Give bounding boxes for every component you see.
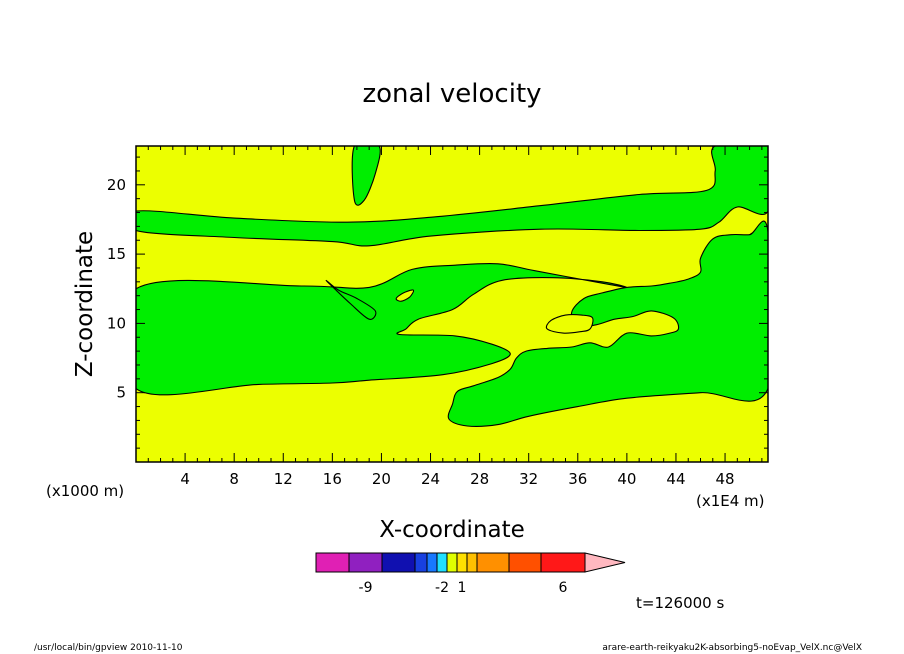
contour-region-negative-1 (136, 146, 768, 247)
y-tick-label: 15 (107, 245, 126, 263)
time-label: t=126000 s (636, 594, 724, 612)
y-axis-label: Z-coordinate (72, 231, 98, 377)
y-unit-note: (x1000 m) (46, 482, 124, 500)
contour-region-negative-3 (136, 262, 628, 396)
x-tick-label: 32 (519, 470, 538, 488)
contour-region-negative-4 (325, 279, 377, 320)
colorbar-swatch (456, 552, 468, 573)
x-tick-label: 36 (568, 470, 587, 488)
colorbar-swatch (348, 552, 383, 573)
contour-region-negative-5 (447, 220, 768, 427)
colorbar-tick-label: -2 (435, 580, 449, 596)
x-tick-label: 4 (180, 470, 190, 488)
x-tick-label: 24 (421, 470, 440, 488)
x-axis: 4 8 12 16 20 24 28 32 36 40 44 48 (147, 146, 763, 488)
colorbar-swatch (315, 552, 350, 573)
y-axis: 5 10 15 20 (107, 156, 768, 449)
colorbar-tick-label: -9 (359, 580, 373, 596)
colorbar-swatch (414, 552, 428, 573)
colorbar-tick-label: 1 (458, 580, 467, 596)
contour-region-positive-7 (395, 289, 415, 302)
x-tick-label: 44 (666, 470, 685, 488)
colorbar: -9 -2 1 6 (315, 552, 626, 596)
contour-region-positive-6 (545, 314, 594, 334)
x-tick-label: 48 (716, 470, 735, 488)
x-tick-label: 16 (323, 470, 342, 488)
contour-region-negative-0 (351, 146, 381, 206)
colorbar-swatch (476, 552, 510, 573)
x-axis-label: X-coordinate (379, 517, 525, 543)
x-tick-label: 28 (470, 470, 489, 488)
x-tick-label: 12 (274, 470, 293, 488)
y-tick-label: 10 (107, 314, 126, 332)
x-tick-label: 20 (372, 470, 391, 488)
colorbar-swatch (436, 552, 448, 573)
footer-left: /usr/local/bin/gpview 2010-11-10 (34, 643, 183, 653)
y-tick-label: 20 (107, 176, 126, 194)
footer-right: arare-earth-reikyaku2K-absorbing5-noEvap… (602, 643, 862, 653)
x-unit-note: (x1E4 m) (696, 492, 765, 510)
colorbar-swatch (540, 552, 586, 573)
colorbar-swatch (508, 552, 542, 573)
x-tick-label: 8 (229, 470, 239, 488)
colorbar-swatch (381, 552, 416, 573)
colorbar-swatch (426, 552, 438, 573)
colorbar-tick-label: 6 (559, 580, 568, 596)
colorbar-swatch (466, 552, 478, 573)
y-tick-label: 5 (116, 384, 126, 402)
chart-title: zonal velocity (362, 79, 541, 109)
colorbar-arrow (584, 552, 626, 573)
plot-frame (135, 145, 769, 463)
contour-regions (136, 146, 768, 427)
x-tick-label: 40 (617, 470, 636, 488)
colorbar-swatch (446, 552, 458, 573)
